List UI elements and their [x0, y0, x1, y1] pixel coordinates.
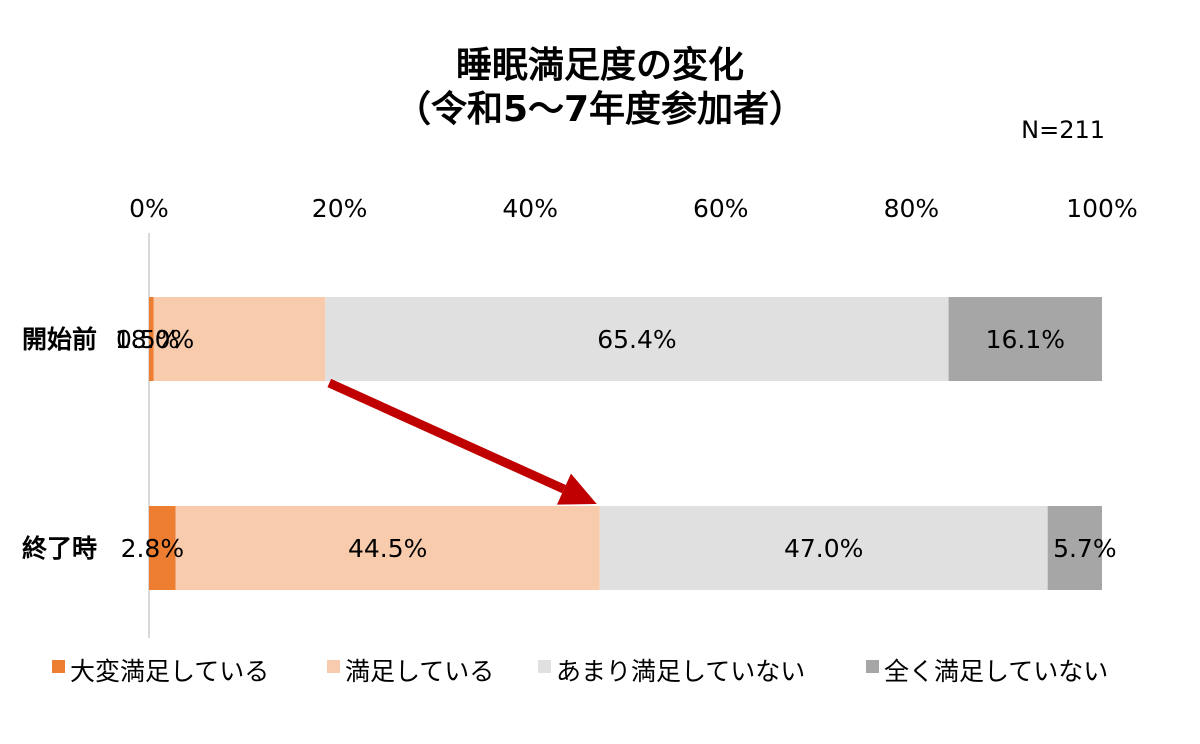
- legend-swatch: [866, 660, 879, 673]
- data-label: 16.1%: [986, 325, 1065, 354]
- bar-segment: [149, 506, 176, 590]
- data-labels: 0.5%18.0% 65.4% 16.1% 2.8% 44.5% 47.0% 5.7%: [115, 325, 1117, 563]
- data-label: 5.7%: [1053, 534, 1117, 563]
- arrow-head: [556, 473, 597, 505]
- x-axis-ticks: 0% 20% 40% 60% 80% 100%: [129, 194, 1138, 223]
- legend-swatch: [327, 660, 340, 673]
- data-label: 47.0%: [784, 534, 863, 563]
- data-label: 0.5%: [116, 325, 180, 354]
- x-tick-label: 40%: [502, 194, 558, 223]
- data-label: 65.4%: [597, 325, 676, 354]
- legend-label: 大変満足している: [70, 657, 269, 686]
- change-arrow: [327, 378, 597, 505]
- bar-segment: [175, 506, 600, 590]
- category-label: 開始前: [22, 325, 97, 354]
- data-label: 2.8%: [121, 534, 185, 563]
- legend-swatch: [52, 660, 65, 673]
- legend-swatch: [538, 660, 551, 673]
- bar-segment: [599, 506, 1048, 590]
- legend: 大変満足している 満足している あまり満足していない 全く満足していない: [52, 657, 1108, 686]
- x-tick-label: 80%: [884, 194, 940, 223]
- bar-segment: [153, 297, 326, 381]
- legend-label: あまり満足していない: [556, 657, 805, 686]
- bar-segment: [948, 297, 1102, 381]
- x-tick-label: 60%: [693, 194, 749, 223]
- x-tick-label: 20%: [312, 194, 368, 223]
- category-label: 終了時: [22, 534, 97, 563]
- sample-size-label: N=211: [1021, 116, 1105, 144]
- x-tick-label: 0%: [129, 194, 169, 223]
- bar-segment: [149, 297, 154, 381]
- x-tick-label: 100%: [1066, 194, 1137, 223]
- bar-segment: [1047, 506, 1102, 590]
- legend-label: 全く満足していない: [884, 657, 1108, 686]
- chart-title: 睡眠満足度の変化: [456, 44, 744, 86]
- data-label: 18.0%: [115, 325, 194, 354]
- data-label: 44.5%: [348, 534, 427, 563]
- legend-label: 満足している: [345, 657, 494, 686]
- bar-segment: [325, 297, 949, 381]
- chart-subtitle: （令和5～7年度参加者）: [395, 89, 805, 130]
- arrow-shaft: [327, 378, 566, 494]
- bars-group: [149, 297, 1102, 590]
